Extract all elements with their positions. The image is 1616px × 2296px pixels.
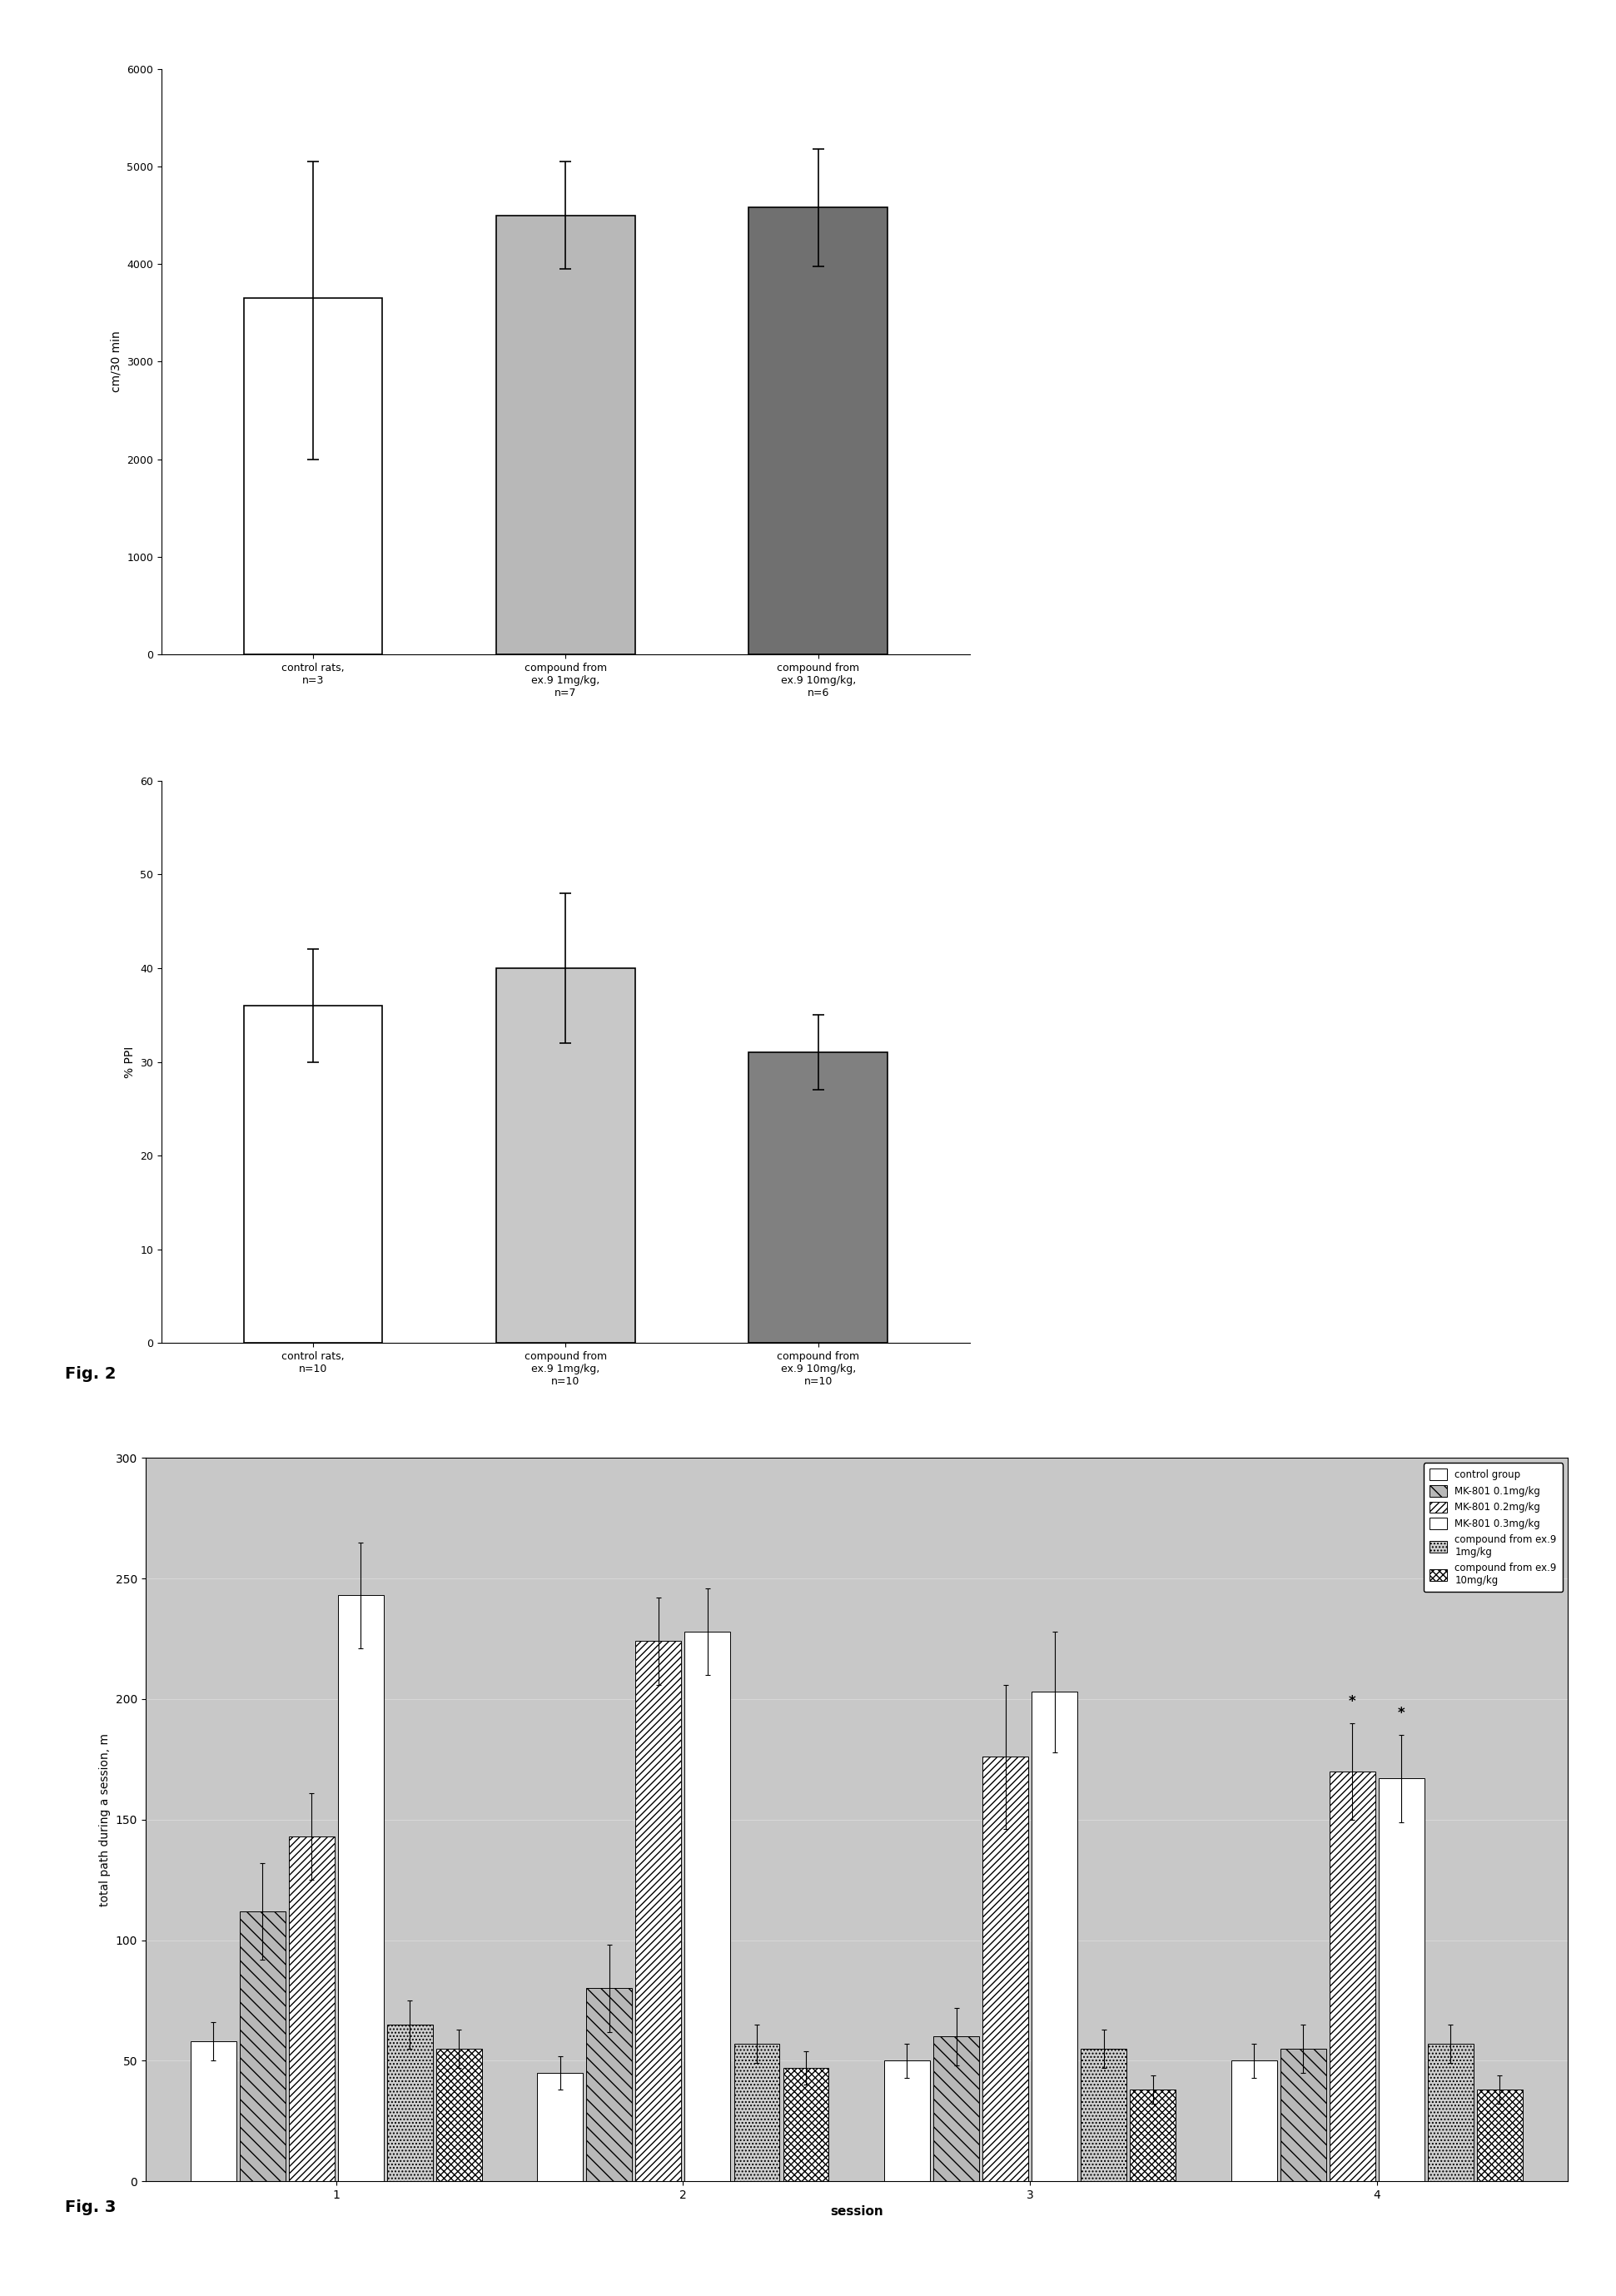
Bar <box>784 2069 829 2181</box>
Text: Fig. 3: Fig. 3 <box>65 2200 116 2216</box>
Bar <box>734 2043 779 2181</box>
Bar <box>1280 2048 1325 2181</box>
Bar <box>1427 2043 1474 2181</box>
Bar <box>191 2041 236 2181</box>
Bar <box>884 2062 929 2181</box>
Bar <box>1330 1773 1375 2181</box>
Bar <box>1378 1779 1424 2181</box>
Bar <box>338 1596 383 2181</box>
Text: Fig. 2: Fig. 2 <box>65 1366 116 1382</box>
Y-axis label: % PPI: % PPI <box>124 1047 136 1077</box>
Bar <box>244 1006 383 1343</box>
Bar <box>239 1910 286 2181</box>
Bar <box>538 2073 583 2181</box>
Bar <box>685 1632 730 2181</box>
Bar <box>1031 1692 1078 2181</box>
Bar <box>289 1837 335 2181</box>
Bar <box>1477 2089 1522 2181</box>
Y-axis label: cm/30 min: cm/30 min <box>110 331 123 393</box>
Bar <box>1130 2089 1175 2181</box>
Bar <box>934 2037 979 2181</box>
Bar <box>748 207 887 654</box>
Bar <box>388 2025 433 2181</box>
Bar <box>1231 2062 1277 2181</box>
Bar <box>983 1756 1028 2181</box>
Text: *: * <box>1349 1694 1356 1708</box>
Bar <box>748 1052 887 1343</box>
Bar <box>1081 2048 1126 2181</box>
Y-axis label: total path during a session, m: total path during a session, m <box>99 1733 112 1906</box>
X-axis label: session: session <box>831 2206 882 2218</box>
Text: *: * <box>1398 1706 1404 1720</box>
Bar <box>244 298 383 654</box>
Bar <box>587 1988 632 2181</box>
Bar <box>496 969 635 1343</box>
Bar <box>635 1642 682 2181</box>
Bar <box>436 2048 482 2181</box>
Bar <box>496 216 635 654</box>
Legend: control group, MK-801 0.1mg/kg, MK-801 0.2mg/kg, MK-801 0.3mg/kg, compound from : control group, MK-801 0.1mg/kg, MK-801 0… <box>1424 1463 1563 1591</box>
